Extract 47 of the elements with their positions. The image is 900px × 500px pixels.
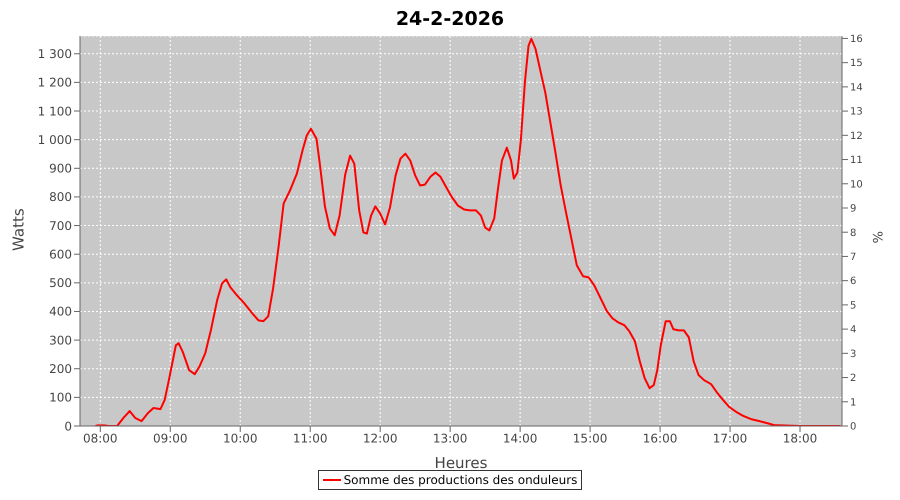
- y-tick-label: 1 200: [38, 76, 72, 90]
- y-tick-label: 600: [49, 247, 72, 262]
- y-tick-label: 1 300: [38, 47, 72, 62]
- y2-tick-label: 4: [850, 324, 856, 336]
- y2-tick-label: 5: [850, 300, 856, 312]
- y2-tick-label: 7: [850, 252, 856, 263]
- y-tick-label: 300: [49, 333, 72, 348]
- y2-tick-label: 11: [850, 155, 863, 166]
- y2-tick-label: 14: [850, 82, 863, 94]
- y-tick-label: 700: [49, 218, 72, 233]
- y-tick-label: 800: [49, 190, 72, 204]
- y2-tick-label: 9: [850, 204, 856, 215]
- x-axis-title: Heures: [434, 454, 488, 472]
- y-tick-label: 1 000: [38, 132, 72, 147]
- y-tick-label: 400: [49, 304, 72, 319]
- y2-tick-label: 15: [850, 58, 863, 70]
- x-tick-label: 14:00: [502, 432, 538, 446]
- y2-tick-label: 12: [850, 130, 863, 142]
- y2-tick-label: 1: [850, 397, 856, 408]
- y2-tick-label: 0: [850, 422, 856, 433]
- x-tick-label: 08:00: [82, 432, 118, 446]
- x-tick-label: 18:00: [782, 432, 818, 446]
- y-tick-label: 0: [64, 419, 72, 434]
- chart-title: 24-2-2026: [394, 8, 506, 32]
- y-tick-label: 1 100: [38, 104, 72, 118]
- y-tick-label: 200: [49, 362, 72, 376]
- y-tick-label: 900: [49, 162, 72, 176]
- y2-tick-label: 3: [850, 348, 856, 360]
- x-tick-label: 09:00: [152, 432, 188, 446]
- y2-tick-label: 10: [850, 179, 863, 190]
- y2-tick-label: 6: [850, 276, 856, 288]
- legend-label: Somme des productions des onduleurs: [342, 473, 578, 487]
- y2-axis-title: %: [872, 231, 887, 244]
- y2-tick-label: 13: [850, 106, 863, 118]
- x-tick-label: 12:00: [362, 432, 398, 446]
- y-axis-title: Watts: [9, 208, 28, 251]
- y2-tick-label: 16: [850, 34, 863, 45]
- y-tick-label: 100: [49, 390, 72, 405]
- x-tick-label: 15:00: [572, 432, 608, 446]
- y2-tick-label: 8: [850, 228, 856, 239]
- y2-tick-label: 2: [850, 373, 856, 384]
- x-tick-label: 11:00: [292, 432, 328, 446]
- x-tick-label: 16:00: [642, 432, 678, 446]
- x-tick-label: 13:00: [432, 432, 468, 446]
- x-tick-label: 17:00: [712, 432, 748, 446]
- y-tick-label: 500: [49, 276, 72, 290]
- x-tick-label: 10:00: [222, 432, 258, 446]
